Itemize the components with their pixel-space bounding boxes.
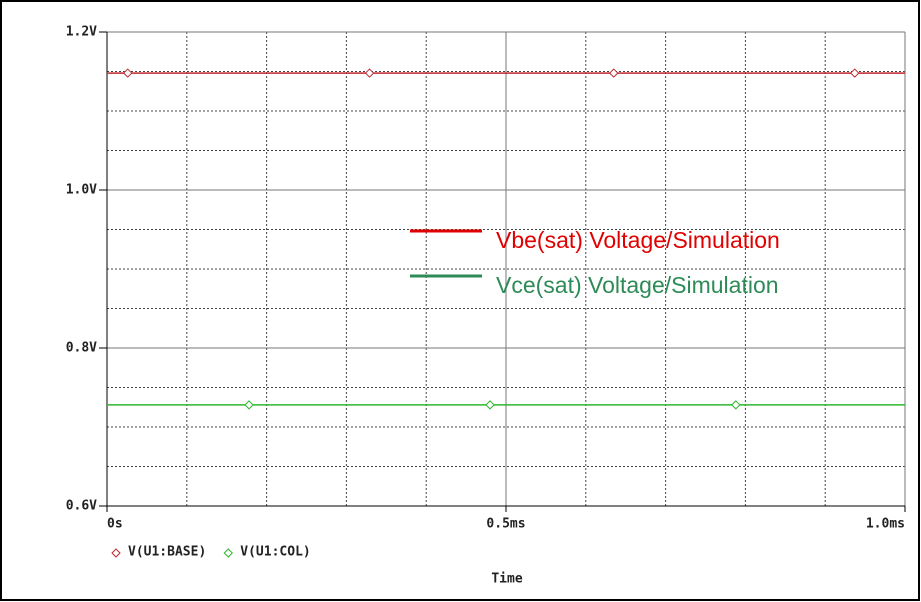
y-tick-label: 0.6V [66, 499, 97, 514]
marker [731, 400, 741, 410]
legend-marker [223, 548, 233, 558]
marker [123, 68, 133, 78]
marker [364, 68, 375, 78]
x-tick-label: 0.5ms [486, 517, 525, 532]
annotation: Vbe(sat) Voltage/Simulation [496, 227, 780, 253]
x-axis-label: Time [491, 572, 522, 587]
marker [609, 68, 619, 78]
marker [485, 400, 495, 410]
legend-marker [111, 548, 121, 558]
annotation: Vce(sat) Voltage/Simulation [496, 272, 779, 298]
legend-label: V(U1:BASE) [128, 545, 206, 560]
x-tick-label: 1.0ms [866, 517, 905, 532]
marker [244, 400, 254, 410]
x-tick-label: 0s [107, 517, 123, 532]
legend-label: V(U1:COL) [240, 545, 310, 560]
marker [850, 68, 860, 78]
y-tick-label: 1.2V [66, 25, 97, 40]
y-tick-label: 0.8V [66, 341, 97, 356]
y-tick-label: 1.0V [66, 183, 97, 198]
